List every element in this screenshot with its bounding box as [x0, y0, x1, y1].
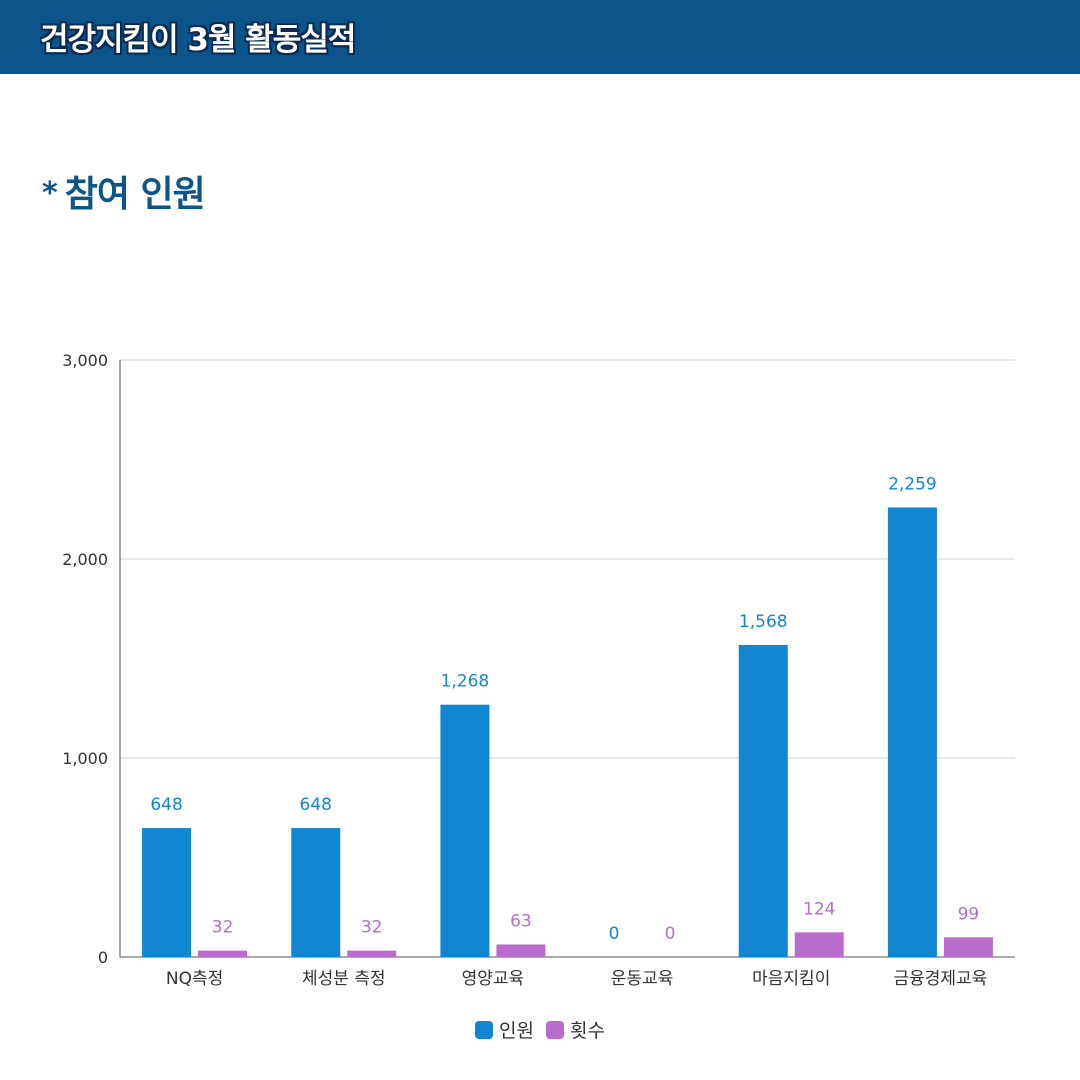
bar-1-1 [291, 828, 341, 957]
bar-2-4 [794, 932, 844, 957]
section-title-text: 참여 인원 [64, 174, 206, 215]
legend-label-series-2: 횟수 [570, 1020, 605, 1042]
y-tick-label-2: 2,000 [62, 550, 108, 569]
x-tick-label-0: NQ측정 [166, 969, 223, 989]
x-tick-label-1: 체성분 측정 [302, 969, 386, 989]
bar-1-4 [738, 644, 788, 957]
page-title: 건강지킴이 3월 활동실적 [40, 22, 356, 58]
data-label-1-2: 1,268 [441, 672, 490, 692]
data-label-2-3: 0 [665, 924, 676, 944]
legend-item-series-1: 인원 [475, 1016, 534, 1043]
data-label-1-3: 0 [609, 924, 620, 944]
chart-legend: 인원 횟수 [0, 1016, 1080, 1043]
legend-item-series-2: 횟수 [546, 1016, 605, 1043]
data-label-1-5: 2,259 [888, 474, 937, 494]
y-tick-label-0: 0 [98, 948, 108, 967]
y-tick-label-3: 3,000 [62, 351, 108, 370]
legend-swatch-series-2 [546, 1020, 564, 1039]
data-label-2-4: 124 [803, 899, 835, 919]
header-bar: 건강지킴이 3월 활동실적 [0, 0, 1080, 74]
legend-swatch-series-1 [475, 1020, 494, 1039]
data-label-1-4: 1,568 [739, 612, 788, 632]
data-label-2-1: 32 [361, 918, 383, 938]
data-label-2-2: 63 [510, 911, 532, 931]
section-bullet: * [42, 176, 58, 211]
x-tick-label-5: 금융경제교육 [893, 969, 987, 989]
bar-2-5 [943, 937, 993, 957]
x-tick-label-4: 마음지킴이 [752, 969, 830, 989]
bar-1-0 [142, 828, 192, 957]
bar-1-2 [440, 704, 490, 957]
x-tick-label-3: 운동교육 [611, 969, 674, 989]
data-label-2-5: 99 [958, 904, 980, 924]
bar-2-1 [347, 950, 397, 957]
bar-1-5 [887, 507, 937, 957]
data-label-2-0: 32 [212, 918, 234, 938]
bar-2-0 [198, 950, 248, 957]
x-tick-label-2: 영양교육 [462, 969, 525, 989]
data-label-1-0: 648 [150, 795, 182, 815]
legend-label-series-1: 인원 [499, 1020, 534, 1042]
bar-2-2 [496, 944, 546, 957]
data-label-1-1: 648 [300, 795, 332, 815]
y-tick-label-1: 1,000 [62, 749, 108, 768]
section-heading: * 참여 인원 [42, 165, 206, 217]
